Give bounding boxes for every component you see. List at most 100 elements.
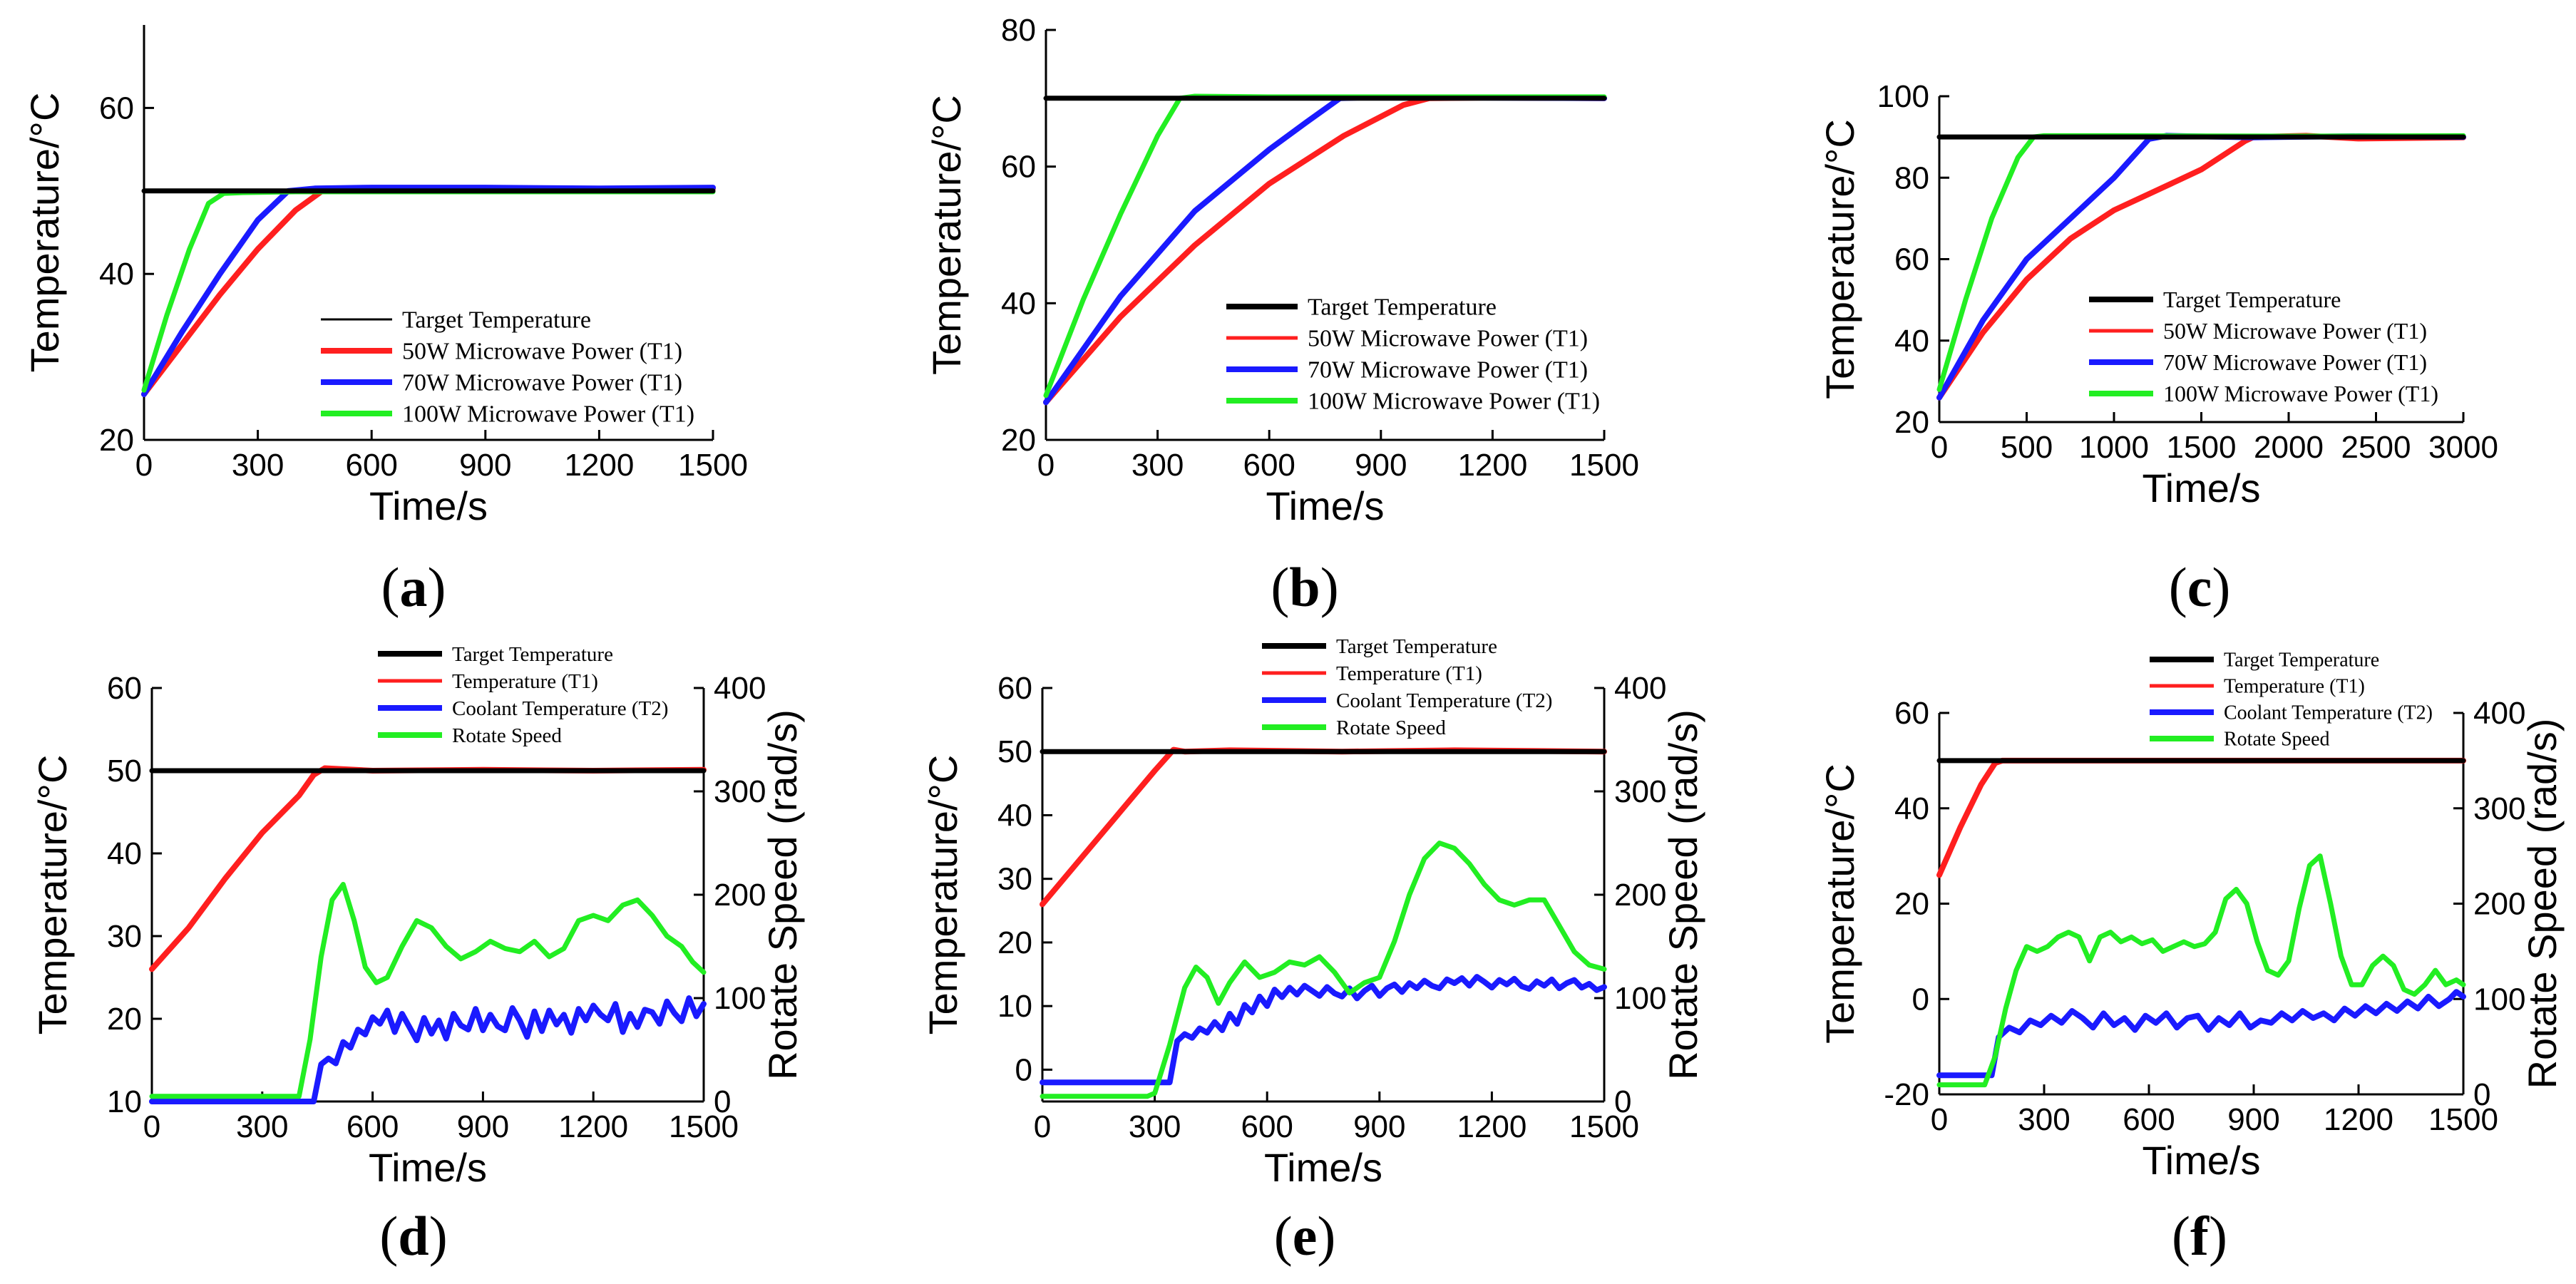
legend: Target Temperature Temperature (T1) Coolan… [1262, 635, 1552, 739]
legend-label: 100W Microwave Power (T1) [402, 401, 694, 428]
legend-label: 50W Microwave Power (T1) [2163, 318, 2427, 344]
y2-tick-label: 200 [1614, 878, 1666, 913]
y-tick-label: 100 [1877, 79, 1929, 114]
y-tick-label: 20 [1001, 423, 1036, 458]
y2-tick-label: 400 [1614, 671, 1666, 706]
y2-axis-title: Rotate Speed (rad/s) [1661, 709, 1705, 1080]
y2-tick-label: 200 [2473, 887, 2525, 922]
legend-label: Coolant Temperature (T2) [452, 697, 668, 720]
x-tick-label: 1000 [2079, 430, 2149, 465]
x-tick-label: 0 [1034, 1109, 1051, 1144]
y-tick-label: 20 [1894, 887, 1929, 922]
y2-tick-label: 300 [714, 774, 766, 809]
x-tick-label: 600 [1241, 1109, 1293, 1144]
y2-tick-label: 400 [714, 671, 766, 706]
y2-tick-label: 100 [714, 981, 766, 1016]
legend: Target Temperature Temperature (T1) Coolan… [378, 643, 668, 747]
y-tick-label: 40 [99, 257, 134, 292]
series-temperature-t1 [1040, 746, 1607, 908]
panel-letter: e [1293, 1205, 1318, 1267]
legend: Target Temperature 50W Microwave Power (T… [2089, 287, 2438, 406]
y-tick-label: 20 [997, 925, 1032, 960]
panel-label: (a) [381, 556, 446, 618]
x-tick-label: 500 [2001, 430, 2053, 465]
y2-axis-title: Rotate Speed (rad/s) [760, 709, 805, 1080]
x-tick-label: 600 [347, 1109, 399, 1144]
panel-letter: a [400, 556, 428, 618]
y-tick-label: 20 [107, 1002, 142, 1037]
y2-tick-label: 400 [2473, 696, 2525, 731]
y2-tick-label: 100 [1614, 981, 1666, 1016]
y-tick-label: 40 [107, 836, 142, 871]
x-tick-label: 600 [2123, 1102, 2175, 1137]
x-tick-label: 900 [457, 1109, 509, 1144]
x-tick-label: 300 [232, 448, 284, 483]
series-temperature-t1 [1936, 757, 2466, 878]
y-tick-label: 80 [1001, 13, 1036, 48]
y-tick-label: 40 [1894, 791, 1929, 826]
legend-label: 50W Microwave Power (T1) [1308, 326, 1588, 352]
y-tick-label: 50 [107, 754, 142, 789]
series-temperature-t1 [149, 765, 707, 972]
y-axis-title: Temperature/°C [920, 755, 965, 1035]
x-tick-label: 2000 [2254, 430, 2324, 465]
y-tick-label: 60 [1894, 696, 1929, 731]
y-tick-label: 20 [1894, 405, 1929, 440]
y2-axis-title: Rotate Speed (rad/s) [2520, 719, 2565, 1089]
x-axis-title: Time/s [369, 1145, 487, 1190]
x-axis-title: Time/s [369, 483, 488, 528]
legend-label: 70W Microwave Power (T1) [2163, 349, 2427, 375]
legend-label: Coolant Temperature (T2) [2224, 702, 2433, 724]
x-tick-label: 0 [135, 448, 153, 483]
chart-panel-f: 0 300 600 900 1200 1500-200204060010020030040… [1817, 649, 2565, 1267]
legend-label: 100W Microwave Power (T1) [1308, 389, 1600, 415]
chart-panel-d: 0 300 600 900 1200 15001020304050600100200300… [30, 643, 805, 1267]
y-tick-label: 60 [99, 91, 134, 125]
y-axis-title: Temperature/°C [22, 93, 67, 373]
y-tick-label: 60 [997, 671, 1032, 706]
x-tick-label: 1500 [1569, 1109, 1639, 1144]
x-tick-label: 0 [1931, 430, 1948, 465]
series-coolant-temperature-t2 [1936, 989, 2466, 1079]
x-axis-title: Time/s [1264, 1145, 1382, 1190]
legend-label: Temperature (T1) [452, 670, 598, 693]
panel-label: (d) [379, 1205, 447, 1267]
legend-label: Rotate Speed [452, 724, 562, 747]
x-tick-label: 1500 [669, 1109, 739, 1144]
x-tick-label: 600 [345, 448, 397, 483]
legend: Target Temperature Temperature (T1) Coolan… [2150, 649, 2433, 751]
y2-tick-label: 0 [1614, 1084, 1631, 1119]
y-tick-label: 30 [997, 862, 1032, 897]
series-rotate-speed [1040, 841, 1607, 1099]
y-tick-label: 60 [1894, 242, 1929, 277]
panel-letter: f [2190, 1205, 2210, 1267]
panel-label: (c) [2169, 556, 2231, 618]
x-tick-label: 900 [1353, 1109, 1405, 1144]
x-tick-label: 1500 [2167, 430, 2237, 465]
legend-label: Target Temperature [2163, 287, 2341, 312]
x-tick-label: 300 [1132, 448, 1184, 483]
legend-label: Rotate Speed [1336, 717, 1446, 739]
y-tick-label: -20 [1884, 1077, 1929, 1112]
x-tick-label: 300 [1129, 1109, 1181, 1144]
x-tick-label: 900 [459, 448, 511, 483]
x-tick-label: 1200 [558, 1109, 628, 1144]
legend-label: 50W Microwave Power (T1) [402, 339, 682, 365]
y2-tick-label: 0 [2473, 1077, 2490, 1112]
series-rotate-speed [1936, 853, 2466, 1088]
panel-letter: b [1289, 556, 1320, 618]
panel-label: (b) [1271, 556, 1338, 618]
chart-panel-c: 0 500 1000 1500 2000 2500 3000 20 40 60 80 100 Time/… [1817, 79, 2498, 618]
legend-label: 70W Microwave Power (T1) [1308, 357, 1588, 384]
series-coolant-temperature-t2 [1040, 974, 1607, 1086]
x-tick-label: 300 [2018, 1102, 2070, 1137]
y-tick-label: 40 [997, 798, 1032, 833]
y-axis-title: Temperature/°C [1817, 119, 1862, 399]
series-coolant-temperature-t2 [149, 995, 707, 1104]
x-tick-label: 0 [143, 1109, 160, 1144]
y-tick-label: 40 [1894, 324, 1929, 359]
y-tick-label: 10 [107, 1084, 142, 1119]
y2-tick-label: 300 [2473, 791, 2525, 826]
y-axis-title: Temperature/°C [30, 755, 75, 1035]
